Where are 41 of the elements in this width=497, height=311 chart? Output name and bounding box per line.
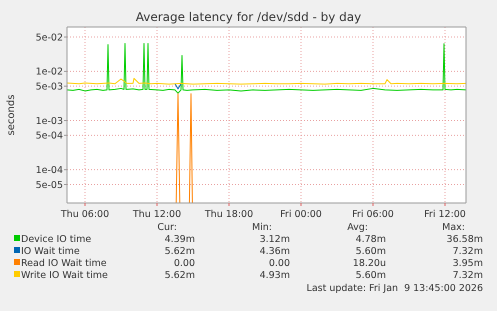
line-series <box>66 42 466 94</box>
text: 5.62m <box>164 246 195 257</box>
text: 36.58m <box>446 234 483 245</box>
text: Cur: <box>157 222 177 233</box>
y-tick-label: 5e-04 <box>36 130 63 142</box>
legend-label: Read IO Wait time <box>21 258 107 269</box>
text: Avg: <box>347 222 368 233</box>
y-tick-label: 5e-03 <box>36 82 63 93</box>
text: 0.00 <box>174 258 195 269</box>
y-axis-title: seconds <box>6 94 17 136</box>
y-tick-label: 5e-02 <box>36 32 63 44</box>
x-tick-label: Thu 06:00 <box>60 209 110 220</box>
legend-label: Device IO time <box>21 234 92 245</box>
text: 5.60m <box>356 270 386 281</box>
text: 4.78m <box>356 234 386 245</box>
y-tick-label: 5e-05 <box>36 180 63 191</box>
text: Min: <box>252 222 272 233</box>
y-tick-label: 1e-03 <box>36 116 63 127</box>
text: 3.95m <box>452 258 483 269</box>
text: 4.93m <box>260 270 290 281</box>
legend-label: IO Wait time <box>21 246 80 257</box>
text: 5.62m <box>164 270 195 281</box>
text: 4.39m <box>164 234 195 245</box>
x-tick-label: Thu 12:00 <box>132 209 182 220</box>
text: 5.60m <box>356 246 386 257</box>
text: Last update: Fri Jan 9 13:45:00 2026 <box>306 283 483 294</box>
text: 18.20u <box>352 258 386 269</box>
y-tick-label: 1e-02 <box>36 66 63 78</box>
text: 7.32m <box>452 246 483 257</box>
x-tick-label: Thu 18:00 <box>204 209 254 220</box>
legend-label: Write IO Wait time <box>21 270 108 281</box>
text: 3.12m <box>260 234 290 245</box>
x-tick-label: Fri 12:00 <box>424 209 466 220</box>
text: 0.00 <box>268 258 290 269</box>
text: Max: <box>442 222 465 233</box>
text: 4.36m <box>260 246 290 257</box>
x-tick-label: Fri 06:00 <box>352 209 394 220</box>
text: 7.32m <box>452 270 483 281</box>
chart-title: Average latency for /dev/sdd - by day <box>136 10 362 24</box>
x-tick-label: Fri 00:00 <box>280 209 322 220</box>
y-tick-label: 1e-04 <box>36 165 63 176</box>
